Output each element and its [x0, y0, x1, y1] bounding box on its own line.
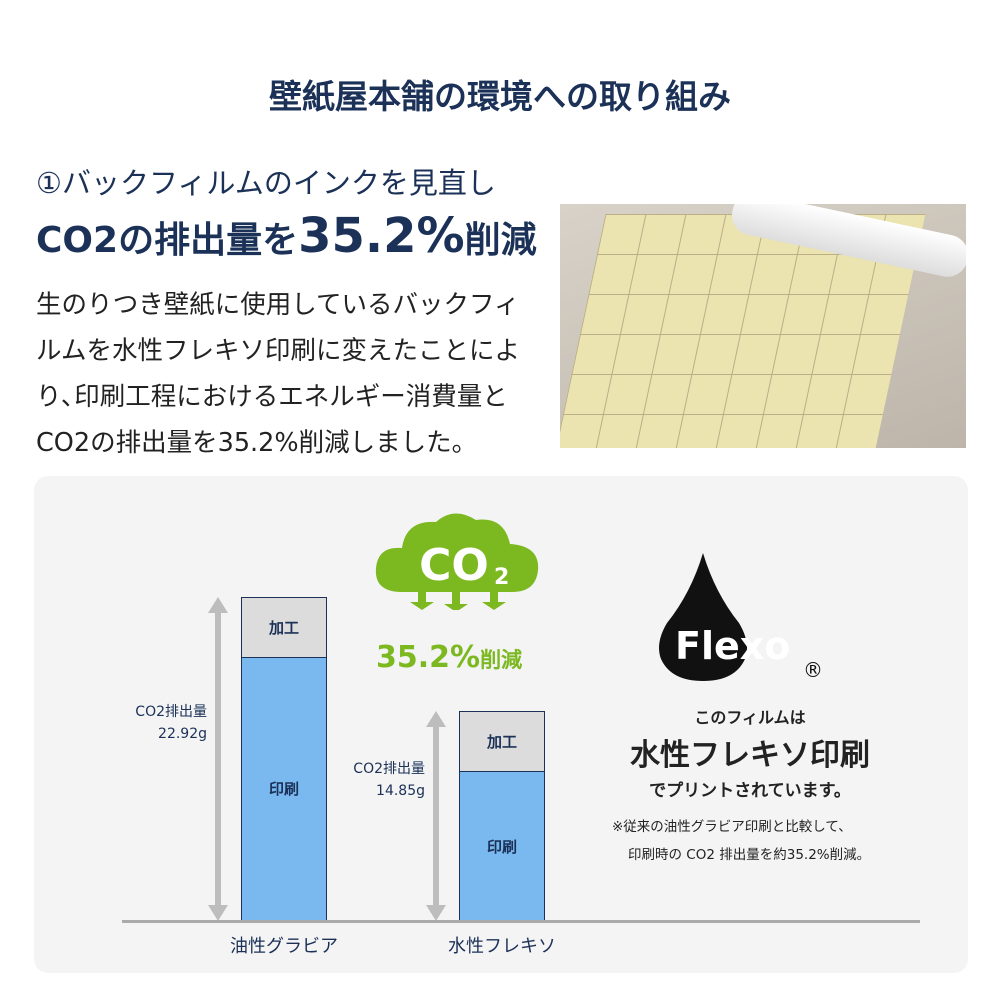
flexo-line1: このフィルムは — [694, 708, 806, 727]
total-label-value: 22.92g — [158, 726, 207, 742]
total-label-title: CO2排出量 — [353, 761, 425, 778]
cloud-text: CO — [419, 540, 489, 591]
bar-segment-processing: 加工 — [460, 712, 544, 773]
total-label-title: CO2排出量 — [135, 704, 207, 720]
section-headline: CO2の排出量を35.2%削減 — [36, 208, 537, 264]
headline-value: 35.2% — [298, 208, 465, 264]
cloud-sub: 2 — [494, 565, 509, 590]
flexo-note2: 印刷時の CO2 排出量を約35.2%削減。 — [628, 847, 871, 863]
registered-mark: ® — [803, 658, 823, 682]
headline-pre: CO2の排出量を — [36, 220, 299, 261]
product-photo — [560, 204, 966, 448]
flexo-line3: でプリントされています。 — [649, 781, 851, 801]
flexo-line2: 水性フレキソ印刷 — [630, 738, 870, 773]
total-label-value: 14.85g — [376, 783, 425, 800]
section-body: 生のりつき壁紙に使用しているバックフィルムを水性フレキソ印刷に変えたことにより､… — [36, 290, 520, 458]
bar-segment-printing: 印刷 — [460, 772, 544, 920]
category-label: 水性フレキソ — [448, 936, 556, 957]
bar-segment-printing: 印刷 — [242, 657, 326, 920]
reduction-suffix: 削減 — [480, 648, 523, 672]
chart-baseline — [122, 920, 920, 923]
height-arrow-icon — [208, 597, 228, 921]
section-subtitle: ①バックフィルムのインクを見直し — [36, 166, 496, 200]
page-title: 壁紙屋本舗の環境への取り組み — [269, 77, 731, 116]
co2-cloud-icon: CO 2 — [375, 513, 539, 610]
flexo-note1: ※従来の油性グラビア印刷と比較して、 — [612, 819, 852, 835]
reduction-value: 35.2% — [376, 640, 481, 675]
bar-0: 加工 印刷 — [241, 597, 327, 921]
reduction-label: 35.2%削減 — [376, 640, 522, 675]
category-label: 油性グラビア — [230, 936, 338, 957]
bar-segment-processing: 加工 — [242, 598, 326, 658]
total-label: CO2排出量 14.85g — [353, 758, 425, 802]
bar-1: 加工 印刷 — [459, 711, 545, 921]
headline-post: 削減 — [464, 220, 537, 261]
logo-text: Flexo — [675, 624, 790, 668]
height-arrow-icon — [426, 711, 446, 921]
total-label: CO2排出量 22.92g — [135, 701, 207, 745]
flexo-logo: Flexo ​ ® — [659, 553, 823, 682]
